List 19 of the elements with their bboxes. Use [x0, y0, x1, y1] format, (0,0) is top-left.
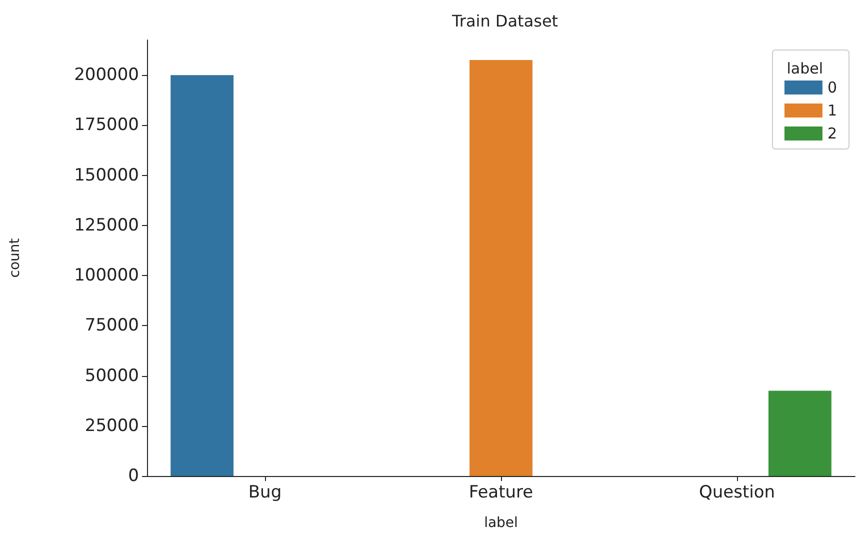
y-tick-label: 150000 — [74, 165, 139, 186]
y-tick-label: 100000 — [74, 266, 139, 286]
x-tick-label: Feature — [468, 482, 534, 502]
legend-label: 1 — [827, 102, 838, 120]
y-tick-label: 200000 — [74, 65, 139, 86]
y-tick-label: 0 — [128, 466, 139, 486]
y-tick-label: 125000 — [74, 215, 139, 236]
y-tick-label: 175000 — [74, 115, 139, 136]
legend-label: 0 — [827, 78, 838, 96]
legend-title: label — [786, 60, 824, 78]
x-tick-label: Question — [698, 482, 776, 502]
y-tick-label: 25000 — [84, 416, 139, 436]
x-tick-label: Bug — [248, 482, 282, 502]
y-tick-label: 50000 — [84, 366, 139, 386]
chart-title: Train Dataset — [450, 12, 558, 30]
y-tick-label: 75000 — [84, 316, 139, 336]
y-axis-title: count — [7, 238, 23, 278]
x-axis-title: label — [484, 515, 518, 531]
legend-label: 2 — [827, 124, 838, 142]
